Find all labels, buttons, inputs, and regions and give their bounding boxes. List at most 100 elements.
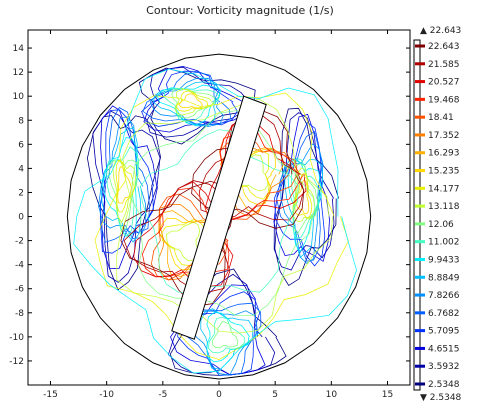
contour-line [178,93,203,109]
y-axis: 14 12 10 8 6 4 2 0 -2 -4 -6 -8 -10 -12 [9,44,410,367]
contour-line [116,98,333,334]
x-tick-label: -10 [99,390,114,400]
colorbar: ▲ 22.643 ▼ 2.5348 22.643 21.585 20.527 19.4… [413,26,462,403]
contour-lines [73,65,357,376]
y-tick-label: 6 [18,140,24,150]
contour-line [92,110,161,283]
contour-line [284,158,324,259]
colorbar-level-label: 13.118 [428,202,460,212]
colorbar-level-label: 2.5348 [428,380,460,390]
colorbar-swatch [415,311,425,315]
contour-line [142,71,232,126]
colorbar-swatch [415,222,425,226]
colorbar-level-label: 14.177 [428,184,460,194]
colorbar-swatch [415,364,425,368]
contour-line [273,121,326,267]
colorbar-level-label: 11.002 [428,238,460,248]
domain-boundary [66,53,372,380]
x-tick-label: 10 [326,390,338,400]
colorbar-swatch [415,151,425,155]
y-tick-label: -6 [15,285,24,295]
colorbar-swatch [415,257,425,261]
y-tick-label: 8 [18,116,24,126]
contour-line [295,179,310,215]
contour-line [108,159,139,230]
colorbar-level-label: 16.293 [428,149,460,159]
colorbar-level-label: 17.352 [428,131,460,141]
chart-title: Contour: Vorticity magnitude (1/s) [146,4,334,17]
y-tick-label: 2 [18,188,24,198]
colorbar-level-label: 15.235 [428,167,460,177]
contour-line [163,87,220,122]
x-tick-label: 15 [382,390,393,400]
y-tick-label: 14 [13,44,25,54]
colorbar-swatch [415,204,425,208]
colorbar-level-label: 4.6515 [428,344,460,354]
contour-line [117,166,132,204]
colorbar-swatch [415,275,425,279]
colorbar-swatch [415,346,425,350]
y-tick-label: -10 [9,333,24,343]
colorbar-swatch [415,62,425,66]
colorbar-swatch [415,186,425,190]
contour-line [200,308,255,370]
colorbar-min-label: ▼ 2.5348 [420,393,462,403]
contour-line [287,160,322,253]
contour-line [198,111,305,221]
colorbar-swatch [415,97,425,101]
x-tick-label: -5 [158,390,167,400]
colorbar-level-label: 9.9433 [428,255,460,265]
colorbar-level-label: 21.585 [428,60,460,70]
y-tick-label: 10 [13,92,25,102]
contour-line [131,110,317,317]
colorbar-swatch [415,169,425,173]
colorbar-swatch [415,382,425,386]
colorbar-swatch [415,293,425,297]
colorbar-level-label: 12.06 [428,220,454,230]
y-tick-label: 0 [18,213,24,223]
x-axis: -15 -10 -5 0 5 10 15 [43,30,393,400]
contour-line [115,159,135,213]
contour-line [156,84,221,126]
contour-line [112,159,136,224]
colorbar-level-label: 3.5932 [428,362,460,372]
y-tick-label: -2 [15,237,24,247]
contour-line [170,284,266,376]
contour-line [100,126,142,243]
colorbar-frame [413,39,421,391]
colorbar-swatch [415,44,425,48]
contour-line [106,146,140,238]
colorbar-level-label: 18.41 [428,113,454,123]
contour-line [73,68,357,374]
contour-line [191,109,305,229]
colorbar-level-label: 22.643 [428,42,460,52]
contour-line [100,105,158,270]
contour-line [140,129,299,293]
colorbar-level-label: 6.7682 [428,309,460,319]
contour-line [152,81,221,127]
y-tick-label: -4 [15,261,24,271]
colorbar-level-label: 8.8849 [428,273,460,283]
contour-line [94,92,349,360]
colorbar-max-label: ▲ 22.643 [420,26,461,36]
contour-line [212,320,239,349]
contour-line [280,143,324,264]
contour-line [149,77,224,127]
y-tick-label: -8 [15,309,24,319]
colorbar-swatch [415,115,425,119]
y-tick-label: 4 [18,164,24,174]
colorbar-level-label: 5.7095 [428,327,460,337]
obstacle [171,95,267,340]
colorbar-swatch [415,80,425,84]
colorbar-level-label: 7.8266 [428,291,460,301]
domain-circle [66,53,372,380]
contour-line [192,310,258,376]
contour-line [204,117,307,221]
x-tick-label: 5 [272,390,278,400]
contour-line [171,87,216,119]
y-tick-label: 12 [13,68,24,78]
contour-line [276,130,323,262]
contour-line [123,180,231,293]
